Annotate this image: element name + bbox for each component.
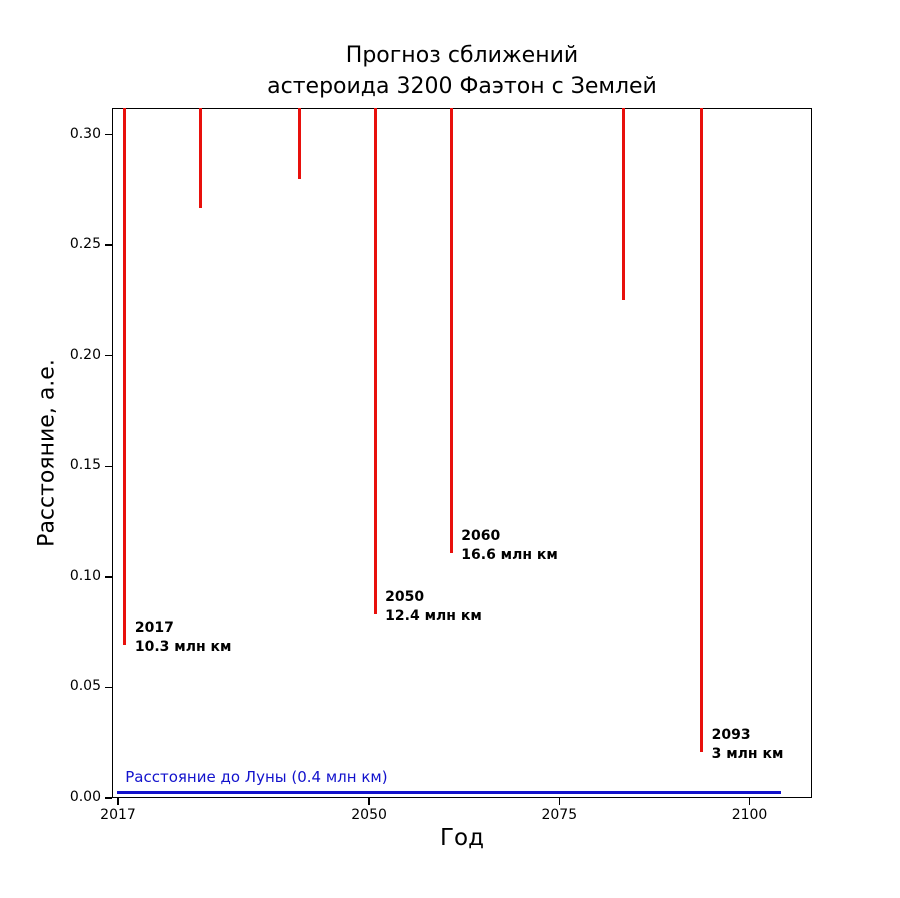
approach-annotation: 2017 10.3 млн км <box>134 620 232 656</box>
moon-distance-label: Расстояние до Луны (0.4 млн км) <box>125 768 388 787</box>
approach-stem <box>622 108 626 301</box>
approach-stem <box>449 108 453 553</box>
y-tick-mark <box>105 797 112 799</box>
y-tick-mark <box>105 133 112 136</box>
y-tick-label: 0.25 <box>69 236 101 253</box>
chart-title: Прогноз сближений астероида 3200 Фаэтон … <box>267 43 657 99</box>
x-tick-label: 2017 <box>100 807 136 823</box>
approach-stem <box>298 108 302 179</box>
x-tick-mark <box>117 798 119 805</box>
y-tick-label: 0.15 <box>69 457 101 474</box>
approach-annotation: 2060 16.6 млн км <box>461 527 558 563</box>
approach-stem <box>199 108 203 208</box>
y-axis-label: Расстояние, а.е. <box>34 359 60 547</box>
approach-stem <box>123 108 127 646</box>
x-tick-mark <box>558 798 561 805</box>
approach-stem <box>700 108 704 752</box>
x-tick-label: 2100 <box>731 807 768 823</box>
x-tick-mark <box>748 798 751 805</box>
y-tick-mark <box>105 354 112 357</box>
x-axis-label: Год <box>439 825 484 851</box>
y-tick-mark <box>105 244 112 246</box>
y-tick-label: 0.30 <box>69 125 101 142</box>
x-tick-label: 2050 <box>351 807 387 823</box>
y-tick-label: 0.05 <box>69 678 101 695</box>
approach-annotation: 2093 3 млн км <box>711 726 784 762</box>
x-tick-mark <box>368 798 370 805</box>
moon-distance-line <box>117 790 782 794</box>
plot-area <box>112 108 812 798</box>
y-tick-label: 0.20 <box>69 346 101 363</box>
y-tick-mark <box>105 465 112 468</box>
approach-annotation: 2050 12.4 млн км <box>385 589 482 625</box>
y-tick-label: 0.00 <box>69 789 101 805</box>
y-tick-label: 0.10 <box>69 567 101 584</box>
y-tick-mark <box>105 686 112 689</box>
y-tick-mark <box>105 576 112 578</box>
x-tick-label: 2075 <box>541 807 578 823</box>
approach-stem <box>373 108 377 615</box>
